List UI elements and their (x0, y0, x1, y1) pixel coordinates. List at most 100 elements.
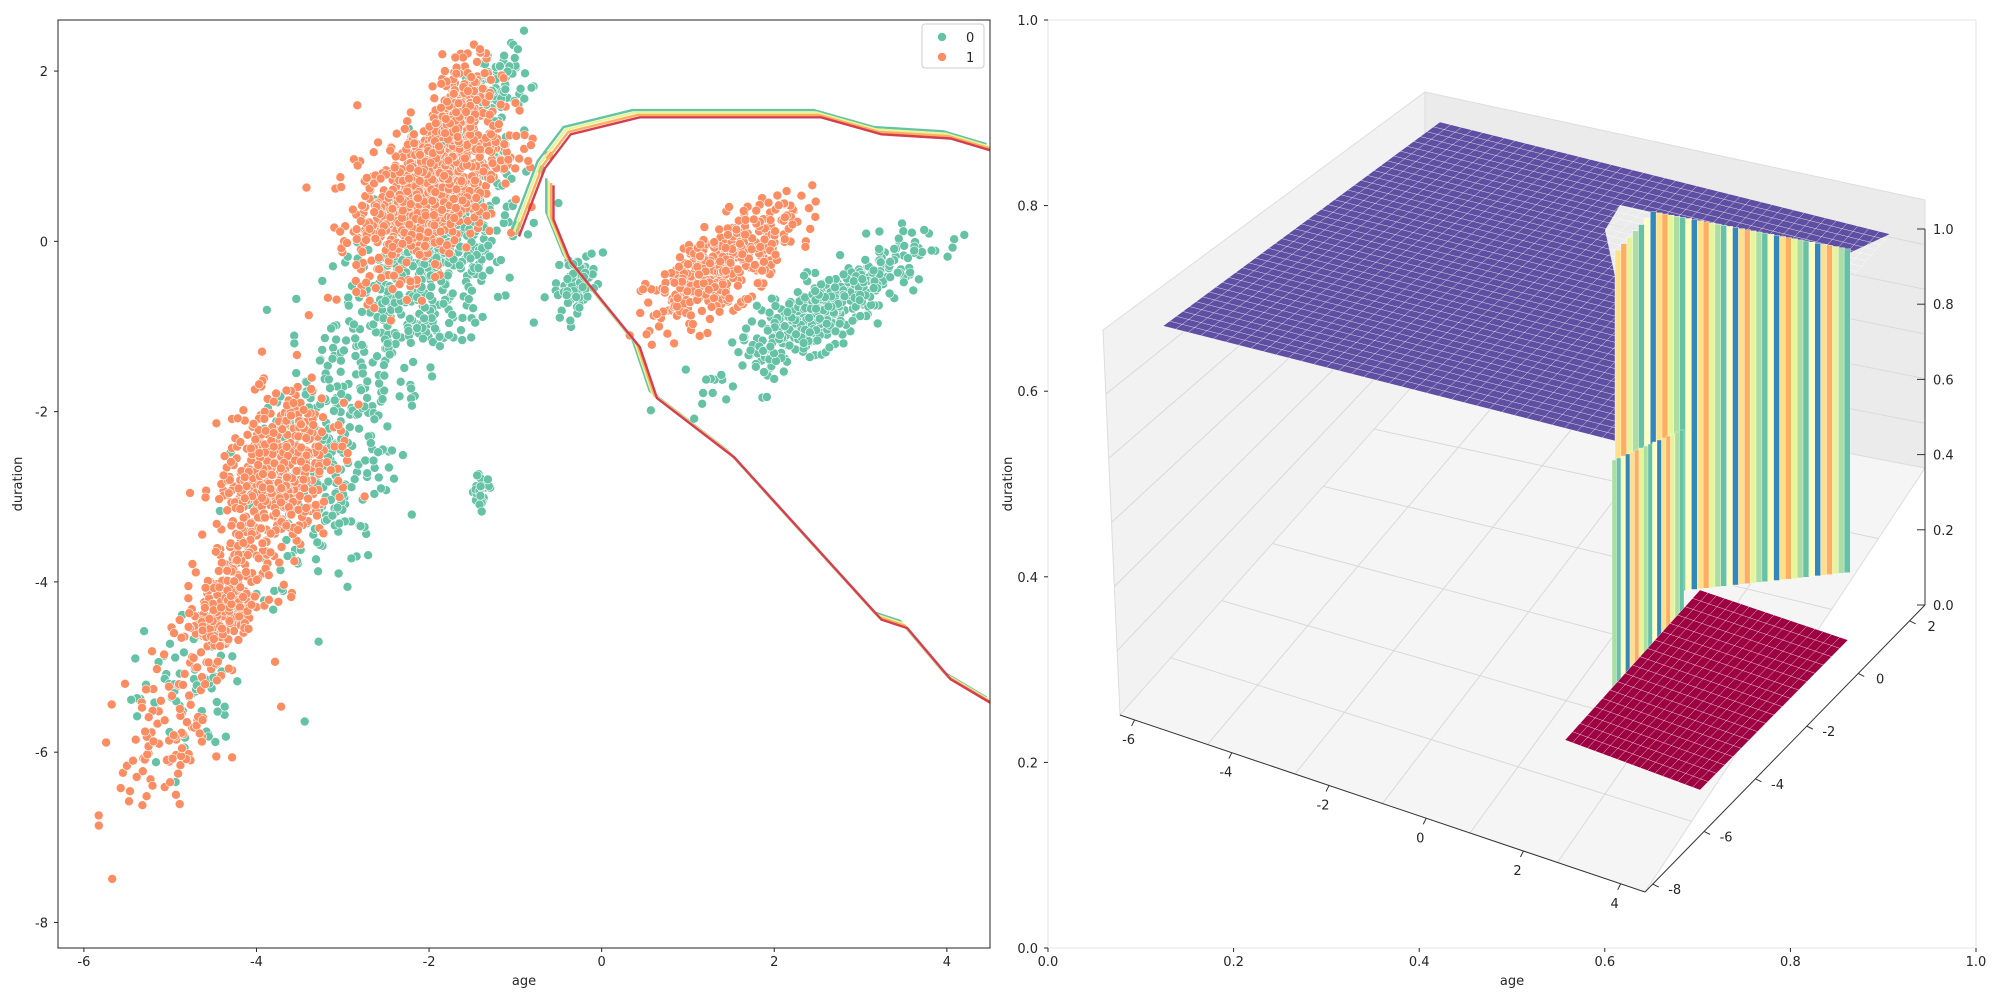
scatter-point (444, 248, 455, 259)
scatter-point (872, 318, 883, 329)
scatter-point (313, 566, 323, 577)
scatter-point (393, 290, 404, 300)
scatter-point (384, 349, 395, 360)
scatter-point (465, 253, 476, 264)
scatter-point (949, 234, 960, 244)
scatter-point (389, 270, 399, 281)
scatter-point (253, 460, 264, 470)
scatter-point (484, 226, 495, 236)
decision-boundary (510, 108, 990, 704)
scatter-point (352, 160, 363, 171)
scatter-point (561, 290, 572, 301)
scatter-point (500, 210, 510, 221)
scatter-point (214, 582, 225, 593)
scatter-point (326, 465, 336, 476)
scatter-point (528, 317, 539, 328)
scatter-point (370, 233, 381, 244)
scatter-point (120, 678, 130, 689)
scatter-point (276, 542, 287, 552)
surface-x-label: age (1500, 974, 1524, 989)
scatter-point (414, 232, 425, 242)
scatter-point (175, 704, 185, 714)
scatter-point (854, 295, 865, 306)
scatter-point (523, 229, 533, 240)
y-tick-label: 0 (40, 235, 48, 250)
scatter-point (429, 210, 439, 220)
scatter-point (706, 302, 717, 312)
scatter-point (232, 555, 242, 566)
scatter-point (821, 318, 832, 329)
scatter-point (369, 207, 380, 217)
scatter-point (798, 338, 809, 348)
scatter-point (216, 602, 226, 613)
scatter-point (173, 768, 183, 779)
scatter-point (281, 535, 292, 545)
scatter-point (444, 330, 454, 341)
scatter-point (811, 303, 821, 314)
z3d-tick-label: 0.4 (1933, 449, 1954, 464)
scatter-point (810, 286, 820, 296)
scatter-point (246, 599, 257, 610)
scatter-point (408, 357, 418, 367)
y3d-tick-label: -2 (1822, 725, 1835, 740)
scatter-point (178, 680, 188, 690)
scatter-point (276, 497, 286, 508)
scatter-point (338, 397, 349, 408)
scatter-point (485, 174, 496, 184)
scatter-point (484, 251, 495, 262)
scatter-point (301, 182, 312, 193)
scatter-point (386, 315, 396, 326)
scatter-point (106, 699, 117, 710)
scatter-point (791, 329, 801, 340)
scatter-point (439, 171, 450, 181)
scatter-point (772, 190, 783, 201)
scatter-point (318, 412, 328, 423)
y-tick-label: 2 (40, 65, 48, 80)
scatter-point (473, 263, 484, 273)
scatter-point (306, 372, 317, 383)
scatter-point (586, 248, 597, 259)
scatter-point (504, 272, 515, 283)
scatter-point (807, 180, 818, 191)
x3d-tick-label: -2 (1317, 799, 1330, 814)
scatter-point (539, 292, 550, 303)
scatter-point (372, 351, 382, 362)
scatter-point (299, 716, 310, 727)
scatter-point (174, 615, 185, 625)
scatter-point (137, 800, 148, 811)
scatter-point (298, 474, 309, 485)
scatter-point (346, 553, 357, 564)
scatter-point (267, 470, 277, 480)
z3d-tick-label: 1.0 (1933, 223, 1954, 238)
scatter-point (503, 154, 514, 165)
scatter-point (699, 222, 710, 232)
scatter-point (387, 242, 398, 252)
scatter-point (477, 312, 488, 322)
scatter-point (721, 265, 731, 276)
scatter-point (577, 282, 588, 292)
scatter-point (484, 91, 495, 101)
scatter-point (315, 355, 325, 366)
surface-wall-strip (1702, 221, 1710, 589)
scatter-point (875, 257, 886, 268)
scatter-point (430, 259, 440, 269)
scatter-point (434, 141, 444, 152)
scatter-point (725, 257, 736, 268)
scatter-point (721, 394, 732, 405)
scatter-point (351, 234, 362, 244)
scatter-point (703, 284, 714, 295)
scatter-point (810, 196, 821, 207)
scatter-point (682, 286, 693, 297)
surface-wall-strip (1761, 232, 1769, 582)
scatter-point (463, 86, 473, 96)
scatter-point (101, 737, 111, 748)
scatter-point (335, 226, 345, 237)
scatter-point (436, 79, 447, 89)
z3d-tick-label: 0.8 (1933, 298, 1954, 313)
scatter-point (357, 200, 367, 211)
scatter-point (333, 568, 344, 579)
scatter-point (848, 276, 859, 287)
scatter-point (638, 284, 648, 295)
scatter-point (334, 518, 345, 529)
scatter-point (209, 634, 219, 644)
